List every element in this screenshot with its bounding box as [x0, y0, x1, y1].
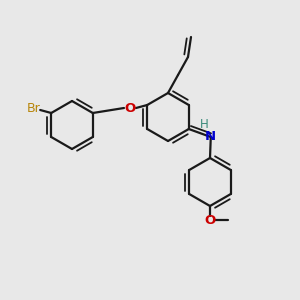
- Text: N: N: [205, 130, 216, 143]
- Text: Br: Br: [26, 101, 40, 115]
- Text: O: O: [204, 214, 216, 226]
- Text: H: H: [200, 118, 208, 131]
- Text: O: O: [124, 101, 136, 115]
